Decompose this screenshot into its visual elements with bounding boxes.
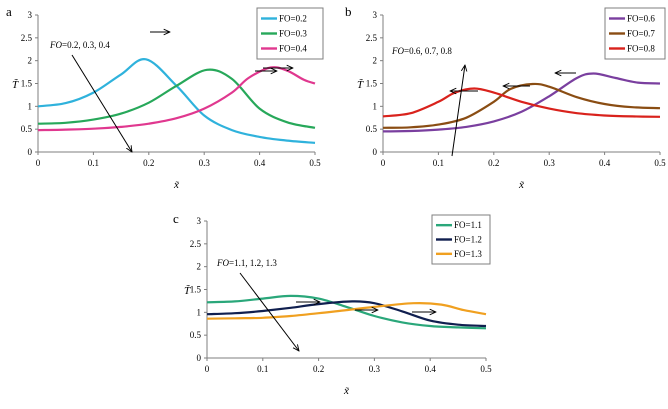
legend: FO=0.6 FO=0.7 FO=0.8 [604, 7, 666, 60]
y-tick-label: 0.5 [366, 124, 378, 134]
x-tick-label: 0.5 [654, 158, 666, 168]
legend-label: FO=0.3 [279, 29, 307, 39]
y-tick-label: 1.5 [366, 79, 378, 89]
x-tick-label: 0.1 [88, 158, 99, 168]
legend: FO=0.2 FO=0.3 FO=0.4 [256, 7, 324, 60]
annotation-text: FO=0.2, 0.3, 0.4 [49, 40, 110, 50]
x-tick-label: 0 [381, 158, 386, 168]
x-tick-label: 0.3 [199, 158, 211, 168]
y-tick-label: 1.5 [190, 285, 202, 295]
legend-label: FO=0.6 [627, 14, 655, 24]
x-axis-label: x̃ [173, 179, 180, 191]
y-tick-label: 0 [28, 147, 33, 157]
y-axis-label: T̃ [12, 78, 19, 91]
x-tick-label: 0.2 [488, 158, 499, 168]
series-line-FO-0-3 [37, 68, 316, 129]
x-tick-label: 0.5 [480, 364, 492, 374]
annotation-arrow [239, 272, 299, 351]
y-tick-label: 0 [373, 147, 378, 157]
x-tick-label: 0.3 [369, 364, 381, 374]
annotation-variable: FO [49, 40, 62, 50]
annotation-variable: FO [216, 258, 229, 268]
legend-label: FO=1.2 [454, 235, 482, 245]
x-tick-label: 0.5 [309, 158, 321, 168]
y-tick-label: 2 [197, 262, 202, 272]
y-axis-label: T̃ [357, 78, 364, 91]
x-tick-label: 0.2 [143, 158, 154, 168]
legend-label: FO=0.7 [627, 29, 655, 39]
x-tick-label: 0 [205, 364, 210, 374]
annotation-text: FO=0.6, 0.7, 0.8 [391, 46, 452, 56]
legend-box [604, 7, 666, 60]
legend: FO=1.1 FO=1.2 FO=1.3 [431, 214, 491, 265]
legend-label: FO=0.2 [279, 14, 307, 24]
y-tick-label: 1 [28, 101, 33, 111]
series-line-FO-1-3 [206, 301, 487, 320]
x-tick-label: 0.3 [544, 158, 556, 168]
chart-panel-b: b 0 0.5 1 1.5 2 2.5 3 0 0.1 0.2 0.3 0.4 0.5 T̃ x̃ FO=0.6… [345, 4, 666, 191]
y-tick-label: 1.5 [21, 79, 33, 89]
legend-label: FO=0.4 [279, 44, 307, 54]
x-tick-label: 0.2 [313, 364, 324, 374]
y-tick-label: 2.5 [366, 33, 378, 43]
y-tick-label: 2.5 [21, 33, 33, 43]
x-tick-label: 0 [36, 158, 41, 168]
y-tick-label: 3 [197, 216, 202, 226]
x-axis-label: x̃ [343, 385, 350, 397]
series-line-FO-0-7 [382, 82, 661, 129]
series-line-FO-1-2 [206, 300, 487, 328]
y-tick-label: 3 [28, 10, 33, 20]
x-tick-label: 0.1 [257, 364, 268, 374]
y-tick-label: 0 [197, 353, 202, 363]
series-line-FO-0-8 [382, 87, 661, 118]
y-axis-label: T̃ [184, 284, 191, 297]
panel-letter: b [345, 4, 352, 19]
y-tick-label: 1 [373, 101, 378, 111]
annotation-arrow [451, 65, 465, 157]
y-tick-label: 2 [28, 56, 33, 66]
x-tick-label: 0.4 [599, 158, 611, 168]
annotation-values: =0.6, 0.7, 0.8 [404, 46, 452, 56]
legend-label: FO=1.3 [454, 249, 482, 259]
y-tick-label: 3 [373, 10, 378, 20]
y-tick-label: 0.5 [21, 124, 33, 134]
y-tick-label: 1 [197, 307, 202, 317]
legend-label: FO=0.8 [627, 44, 655, 54]
y-tick-label: 0.5 [190, 330, 202, 340]
x-tick-label: 0.4 [254, 158, 266, 168]
x-axis-label: x̃ [518, 179, 525, 191]
y-tick-label: 2 [373, 56, 378, 66]
y-tick-label: 2.5 [190, 239, 202, 249]
annotation-text: FO=1.1, 1.2, 1.3 [216, 258, 277, 268]
series-line-FO-1-1 [206, 294, 487, 330]
annotation-arrow [71, 54, 132, 152]
panel-letter: c [173, 211, 179, 226]
chart-panel-c: c 0 0.5 1 1.5 2 2.5 3 0 0.1 0.2 0.3 0.4 0.5 T̃ x̃ FO=1.1… [173, 211, 492, 397]
annotation-values: =1.1, 1.2, 1.3 [229, 258, 277, 268]
legend-label: FO=1.1 [454, 220, 482, 230]
x-tick-label: 0.4 [425, 364, 437, 374]
x-tick-label: 0.1 [433, 158, 444, 168]
annotation-values: =0.2, 0.3, 0.4 [62, 40, 110, 50]
chart-panel-a: a 0 0.5 1 1.5 2 2.5 3 0 0.1 0.2 0.3 0.4 0.5 T̃ x̃ FO=0.2… [6, 4, 324, 191]
annotation-variable: FO [391, 46, 404, 56]
panel-letter: a [6, 4, 12, 19]
